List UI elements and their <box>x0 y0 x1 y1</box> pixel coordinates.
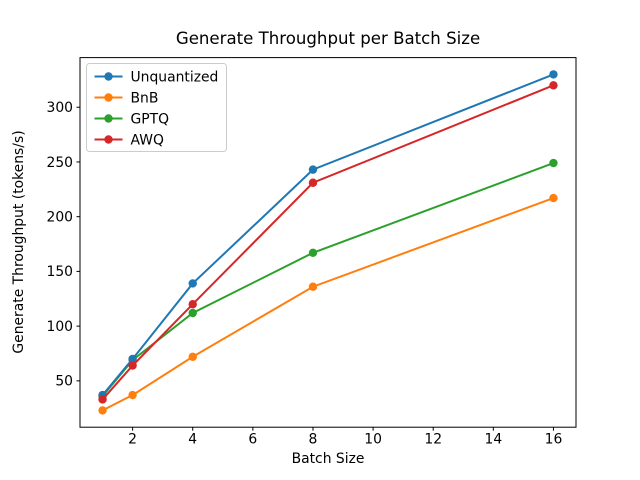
y-tick-label: 150 <box>46 264 73 280</box>
data-point-Unquantized <box>549 70 558 79</box>
legend-label-AWQ: AWQ <box>131 132 164 148</box>
y-tick-label: 50 <box>55 374 73 390</box>
axes-frame <box>79 57 577 428</box>
series-line-BnB <box>102 197 554 412</box>
legend-marker-icon <box>104 135 113 144</box>
x-axis-label: Batch Size <box>291 451 365 467</box>
data-point-BnB <box>188 352 197 361</box>
data-point-GPTQ <box>188 308 197 318</box>
series-line-GPTQ <box>101 162 554 397</box>
y-tick-label: 300 <box>46 100 73 116</box>
legend-label-Unquantized: Unquantized <box>131 69 219 85</box>
data-point-Unquantized <box>308 165 318 174</box>
legend-marker-icon <box>104 93 113 102</box>
legend-label-GPTQ: GPTQ <box>131 111 170 127</box>
x-tick-label: 10 <box>364 432 382 448</box>
x-tick-label: 12 <box>424 432 442 448</box>
x-tick-label: 16 <box>545 432 563 448</box>
x-tick-label: 6 <box>248 432 257 448</box>
y-tick-label: 100 <box>46 319 73 335</box>
data-point-AWQ <box>308 178 318 187</box>
data-point-BnB <box>98 406 107 415</box>
x-tick-label: 8 <box>309 432 318 448</box>
data-point-BnB <box>308 282 318 291</box>
x-tick-label: 14 <box>484 432 502 448</box>
data-point-AWQ <box>188 300 197 309</box>
data-point-Unquantized <box>128 354 137 364</box>
data-point-GPTQ <box>308 248 318 257</box>
data-point-AWQ <box>128 361 137 370</box>
y-tick-label: 200 <box>46 209 73 225</box>
y-tick-label: 250 <box>46 155 73 171</box>
legend-marker-icon <box>104 114 113 123</box>
data-point-BnB <box>128 390 137 400</box>
legend-marker-icon <box>104 72 113 81</box>
legend-label-BnB: BnB <box>131 90 159 106</box>
data-point-Unquantized <box>188 279 197 288</box>
data-point-AWQ <box>98 395 107 404</box>
x-tick-label: 4 <box>188 432 197 448</box>
data-point-BnB <box>549 193 558 203</box>
x-tick-label: 2 <box>128 432 137 448</box>
data-point-AWQ <box>549 81 558 90</box>
legend-box <box>86 63 227 152</box>
data-point-GPTQ <box>549 158 558 168</box>
chart-title: Generate Throughput per Batch Size <box>175 29 481 48</box>
